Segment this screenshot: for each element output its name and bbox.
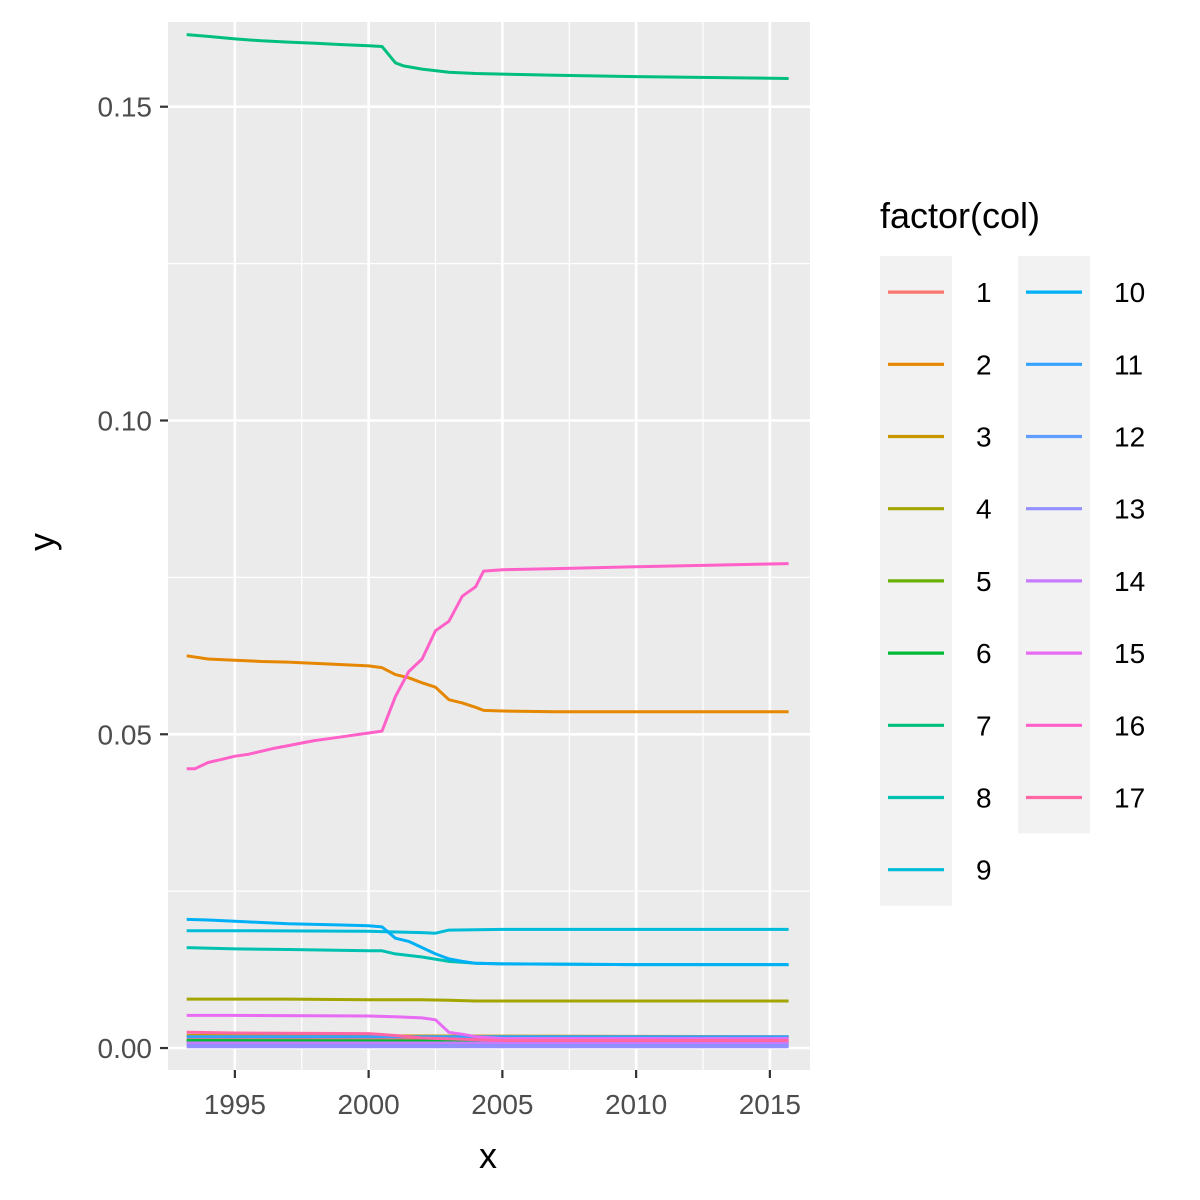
legend-label-8: 8 bbox=[976, 783, 992, 814]
y-tick-label: 0.15 bbox=[98, 92, 153, 123]
legend-title: factor(col) bbox=[880, 195, 1040, 236]
y-tick-label: 0.00 bbox=[98, 1033, 153, 1064]
series-lines bbox=[186, 33, 789, 1049]
legend-label-7: 7 bbox=[976, 710, 992, 741]
legend-label-16: 16 bbox=[1114, 710, 1145, 741]
x-axis-title: x bbox=[479, 1135, 497, 1176]
legend-label-6: 6 bbox=[976, 638, 992, 669]
legend-label-13: 13 bbox=[1114, 494, 1145, 525]
legend-label-10: 10 bbox=[1114, 277, 1145, 308]
legend-label-11: 11 bbox=[1114, 349, 1143, 380]
series-line-17 bbox=[186, 1030, 789, 1042]
plot-panel bbox=[168, 22, 810, 1070]
legend-label-15: 15 bbox=[1114, 638, 1145, 669]
legend-label-12: 12 bbox=[1114, 422, 1145, 453]
y-tick-label: 0.05 bbox=[98, 719, 153, 750]
legend-label-3: 3 bbox=[976, 422, 992, 453]
legend-label-17: 17 bbox=[1114, 783, 1145, 814]
legend-key-background bbox=[1018, 256, 1090, 834]
x-tick-label: 2005 bbox=[471, 1089, 533, 1120]
series-line-2 bbox=[186, 654, 789, 714]
x-tick-label: 2000 bbox=[337, 1089, 399, 1120]
legend-label-5: 5 bbox=[976, 566, 992, 597]
series-line-15 bbox=[186, 1013, 789, 1041]
legend-label-9: 9 bbox=[976, 855, 992, 886]
series-line-4 bbox=[186, 997, 789, 1003]
x-tick-label: 1995 bbox=[204, 1089, 266, 1120]
series-line-7 bbox=[186, 33, 789, 80]
series-line-16 bbox=[186, 562, 789, 771]
legend-label-1: 1 bbox=[976, 277, 992, 308]
series-line-9 bbox=[186, 927, 789, 935]
legend-label-14: 14 bbox=[1114, 566, 1145, 597]
panel-background bbox=[168, 22, 810, 1070]
y-tick-label: 0.10 bbox=[98, 405, 153, 436]
x-tick-label: 2010 bbox=[605, 1089, 667, 1120]
legend-label-2: 2 bbox=[976, 349, 992, 380]
y-axis-title: y bbox=[21, 533, 62, 551]
series-line-10 bbox=[186, 917, 789, 967]
legend-label-4: 4 bbox=[976, 494, 992, 525]
x-tick-label: 2015 bbox=[739, 1089, 801, 1120]
axes: 1995 2000 2005 2010 2015 0.00 0.05 0.10 0.15 bbox=[98, 92, 802, 1120]
